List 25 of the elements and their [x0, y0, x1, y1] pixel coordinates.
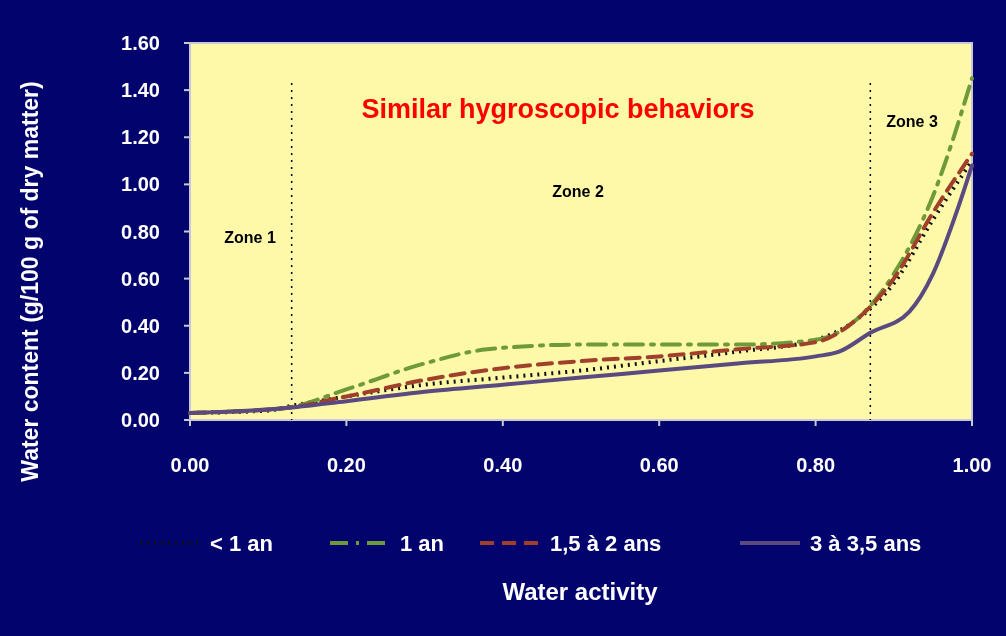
- x-tick-label: 1.00: [952, 454, 992, 476]
- y-tick-label: 0.20: [121, 361, 160, 384]
- y-tick-label: 1.60: [121, 32, 160, 54]
- x-axis-title: Water activity: [502, 578, 659, 605]
- y-tick-label: 1.20: [121, 126, 160, 149]
- x-tick-label: 0.00: [170, 454, 210, 476]
- annotation: Zone 3: [886, 113, 938, 130]
- legend-label: 3 à 3,5 ans: [810, 531, 922, 556]
- y-tick-label: 0.40: [121, 314, 160, 337]
- x-tick-label: 0.40: [483, 454, 523, 476]
- y-tick-label: 0.00: [121, 409, 160, 431]
- y-tick-label: 1.00: [121, 173, 160, 196]
- annotation: Zone 1: [224, 229, 276, 246]
- x-tick-label: 0.60: [639, 454, 679, 476]
- text: Similar hygroscopic behaviors: [361, 94, 755, 124]
- x-tick-label: 0.20: [326, 454, 366, 476]
- legend-label: 1,5 à 2 ans: [550, 531, 662, 556]
- y-tick-label: 0.60: [121, 267, 160, 290]
- y-axis-title: Water content (g/100 g of dry matter): [17, 81, 43, 482]
- annotation: Zone 2: [552, 183, 604, 200]
- y-tick-label: 1.40: [121, 79, 160, 102]
- x-tick-label: 0.80: [796, 454, 836, 476]
- y-tick-label: 0.80: [121, 220, 160, 243]
- legend-label: < 1 an: [210, 531, 273, 556]
- legend-label: 1 an: [400, 531, 445, 556]
